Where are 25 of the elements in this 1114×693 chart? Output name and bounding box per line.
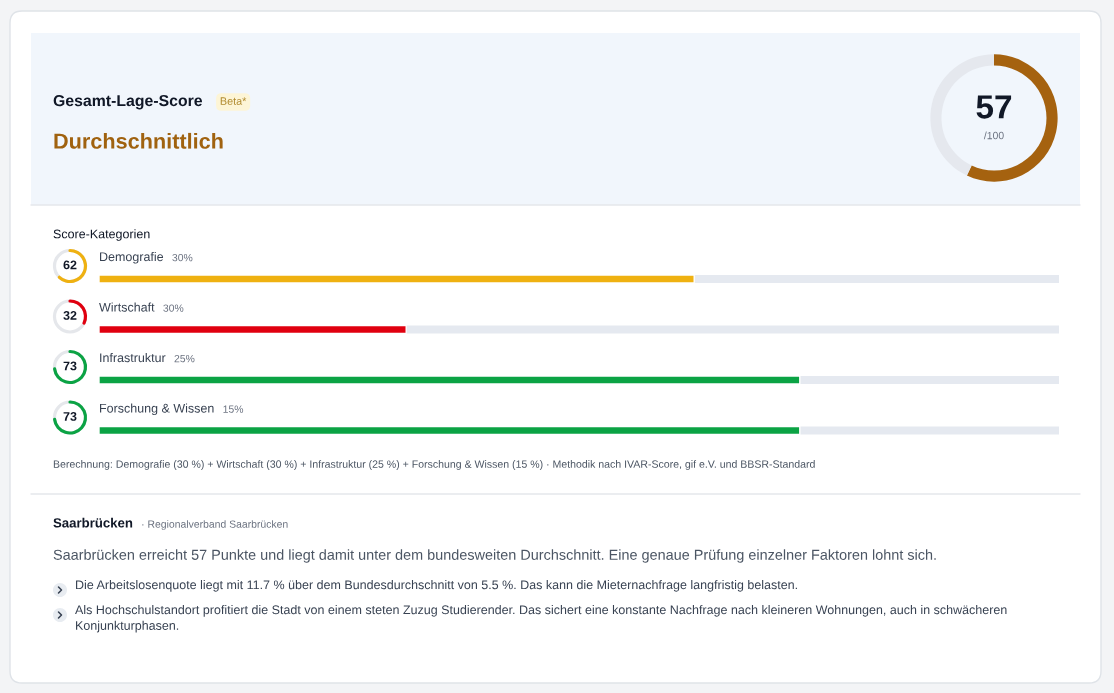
annotation: 25% bbox=[174, 354, 195, 363]
data-label: 62 bbox=[63, 260, 77, 270]
annotation: 30% bbox=[163, 304, 184, 312]
data-label: 73 bbox=[63, 412, 77, 421]
text: Saarbrücken erreicht 57 Punkte und liegt damit unter dem bundesweiten Durchschnitt. Eine genaue Prüfung einzelner Faktoren lohnt sich. bbox=[53, 549, 936, 563]
donut-slice bbox=[966, 54, 1058, 182]
y-tick-label: Demografie bbox=[100, 251, 164, 264]
text: /100 bbox=[983, 131, 1004, 140]
y-tick-label: Forschung & Wissen bbox=[100, 403, 214, 416]
text: Beta* bbox=[220, 97, 247, 105]
text: Durchschnittlich bbox=[54, 132, 223, 149]
data-label: 32 bbox=[63, 311, 77, 320]
y-tick-label: Infrastruktur bbox=[100, 352, 166, 363]
text: Berechnung: Demografie (30 %) + Wirtschaft (30 %) + Infrastruktur (25 %) + Forschung & Wissen (15 %) · Methodik nach IVAR-Score, gif e.V. und BBSR-Standard bbox=[53, 460, 815, 470]
text: Gesamt-Lage-Score bbox=[53, 94, 203, 110]
data-label: 73 bbox=[63, 361, 77, 371]
annotation: 30% bbox=[172, 253, 193, 262]
text: Saarbrücken bbox=[53, 517, 133, 528]
annotation: 15% bbox=[223, 405, 244, 413]
text: Die Arbeitslosenquote liegt mit 11.7 % über dem Bundesdurchschnitt von 5.5 %. Das kann die Mieternachfrage langfristig belasten. bbox=[76, 580, 797, 592]
data-label: 57 bbox=[976, 95, 1012, 119]
text: Als Hochschulstandort profitiert die Stadt von einem steten Zuzug Studierender. Das sichert eine konstante Nachfrage nach kleineren Wohnungen, auch in schwächeren Konjunkturphasen. bbox=[75, 605, 1007, 633]
y-tick-label: Wirtschaft bbox=[99, 302, 155, 312]
chart-title: Score-Kategorien bbox=[53, 229, 150, 241]
text: · Regionalverband Saarbrücken bbox=[142, 520, 288, 530]
